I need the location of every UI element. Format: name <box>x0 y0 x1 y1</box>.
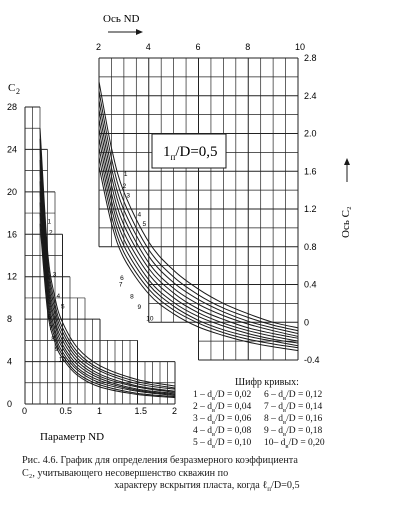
legend-item: 7 – dв/D = 0,14 <box>264 402 323 414</box>
y-tick-label-left: 8 <box>7 314 12 324</box>
right-chart-curves <box>98 81 299 352</box>
curve-label-left: 1 <box>48 219 52 226</box>
right-y-axis-title: Ось C₂ <box>340 158 352 238</box>
x-tick-label-right: 4 <box>146 42 151 52</box>
series-line-right-10 <box>98 166 299 352</box>
curve-label-left: 3 <box>53 272 57 279</box>
legend-item: 6 – dв/D = 0,12 <box>264 390 323 402</box>
curve-label-right: 2 <box>123 183 127 190</box>
y-tick-label-right: 2.4 <box>304 91 317 101</box>
y-tick-label-right: 1.2 <box>304 204 317 214</box>
left-chart-curves <box>39 128 176 399</box>
curve-label-right: 5 <box>143 221 147 228</box>
y-tick-label-left: 0 <box>7 399 12 409</box>
x-tick-label-right: 6 <box>196 42 201 52</box>
series-line-right-1 <box>98 81 299 329</box>
curve-label-right: 8 <box>130 294 134 301</box>
curve-label-left: 6 <box>48 314 52 321</box>
series-line-left-7 <box>39 191 176 395</box>
legend-item: 3 – dв/D = 0,06 <box>193 414 252 426</box>
y-tick-label-right: 0.4 <box>304 280 317 290</box>
curve-label-left: 2 <box>49 229 53 236</box>
series-line-left-1 <box>39 128 176 387</box>
y-tick-label-left: 24 <box>7 144 17 154</box>
x-tick-label-left: 0 <box>22 406 27 416</box>
caption-line-2: C₂, учитывающего несовершенство скважин … <box>22 467 229 479</box>
svg-text:Ось C₂: Ось C₂ <box>340 206 352 238</box>
curve-label-right: 1 <box>124 171 128 178</box>
curve-label-left: 4 <box>57 293 61 300</box>
series-line-left-3 <box>39 149 176 390</box>
y-tick-label-right: 1.6 <box>304 166 317 176</box>
series-line-left-8 <box>39 202 176 396</box>
series-line-right-2 <box>98 90 299 332</box>
curve-label-left: 5 <box>61 304 65 311</box>
series-line-right-8 <box>98 147 299 347</box>
series-line-right-7 <box>98 138 299 344</box>
legend-item: 1 – dв/D = 0,02 <box>193 390 252 402</box>
x-tick-label-right: 2 <box>96 42 101 52</box>
caption-line-1: Рис. 4.6. График для определения безразм… <box>22 455 298 466</box>
y-tick-label-right: -0.4 <box>304 355 320 365</box>
series-line-left-6 <box>39 181 176 394</box>
y-tick-label-left: 28 <box>7 102 17 112</box>
y-tick-label-right: 0.8 <box>304 242 317 252</box>
series-line-right-3 <box>98 100 299 335</box>
curve-label-left: 7 <box>49 325 53 332</box>
left-y-axis-title: C <box>8 82 15 94</box>
figure-caption: Рис. 4.6. График для определения безразм… <box>22 455 392 496</box>
series-line-right-4 <box>98 109 299 337</box>
x-tick-label-left: 2 <box>172 406 177 416</box>
y-tick-label-left: 20 <box>7 187 17 197</box>
y-tick-label-left: 4 <box>7 357 12 367</box>
x-tick-label-left: 1.5 <box>135 406 148 416</box>
y-tick-label-left: 12 <box>7 272 17 282</box>
x-tick-label-left: 1 <box>97 406 102 416</box>
curve-label-right: 9 <box>138 304 142 311</box>
curve-label-right: 4 <box>138 212 142 219</box>
curve-label-left: 9 <box>55 346 59 353</box>
annotation-box: 1п/D=0,5 <box>151 133 227 169</box>
legend-title: Шифр кривых: <box>235 377 299 388</box>
caption-line-3: характеру вскрытия пласта, когда ℓп/D=0,… <box>114 480 300 494</box>
y-tick-label-right: 2.0 <box>304 129 317 139</box>
curve-label-right: 6 <box>120 275 124 282</box>
series-line-left-9 <box>39 213 176 398</box>
top-axis-title: Ось ND <box>103 13 140 25</box>
curve-label-right: 10 <box>146 315 154 322</box>
x-tick-label-right: 10 <box>295 42 305 52</box>
curve-label-right: 3 <box>126 193 130 200</box>
series-line-right-9 <box>98 156 299 349</box>
legend-item: 10– dв/D = 0,20 <box>264 438 325 450</box>
top-axis-arrow <box>108 29 143 35</box>
x-tick-label-right: 8 <box>245 42 250 52</box>
annotation-text: 1п/D=0,5 <box>163 144 218 162</box>
legend-item: 9 – dв/D = 0,18 <box>264 426 323 438</box>
series-line-left-4 <box>39 159 176 392</box>
x-tick-label-left: 0.5 <box>60 406 73 416</box>
curve-label-left: 10 <box>59 357 67 364</box>
series-line-left-5 <box>39 170 176 393</box>
legend-item: 8 – dв/D = 0,16 <box>264 414 323 426</box>
series-line-left-2 <box>39 138 176 389</box>
legend-item: 5 – dв/D = 0,10 <box>193 438 252 450</box>
bottom-axis-title: Параметр ND <box>40 431 104 443</box>
y-tick-label-right: 0 <box>304 317 309 327</box>
right-chart-grid <box>98 57 299 361</box>
legend-item: 2 – dв/D = 0,04 <box>193 402 252 414</box>
curve-label-left: 8 <box>51 335 55 342</box>
series-line-right-6 <box>98 128 299 342</box>
legend-item: 4 – dв/D = 0,08 <box>193 426 252 438</box>
curve-label-right: 7 <box>119 281 123 288</box>
series-line-left-10 <box>39 223 176 399</box>
y-tick-label-right: 2.8 <box>304 53 317 63</box>
left-y-axis-title-sub: 2 <box>16 87 20 96</box>
series-line-right-5 <box>98 119 299 339</box>
y-tick-label-left: 16 <box>7 229 17 239</box>
